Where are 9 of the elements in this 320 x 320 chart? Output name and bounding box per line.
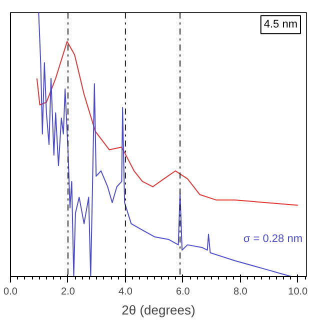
x-tick-label: 2.0 [61,286,76,298]
x-tick-label: 10.0 [288,286,308,298]
annotation: σ = 0.28 nm [243,232,303,245]
x-tick-label: 0.0 [4,286,18,298]
x-tick-label: 6.0 [176,286,190,298]
x-tick-label: 4.0 [118,286,133,298]
x-axis-title: 2θ (degrees) [122,302,196,318]
x-tick-label: 8.0 [233,286,248,298]
annotation: 4.5 nm [264,18,298,31]
